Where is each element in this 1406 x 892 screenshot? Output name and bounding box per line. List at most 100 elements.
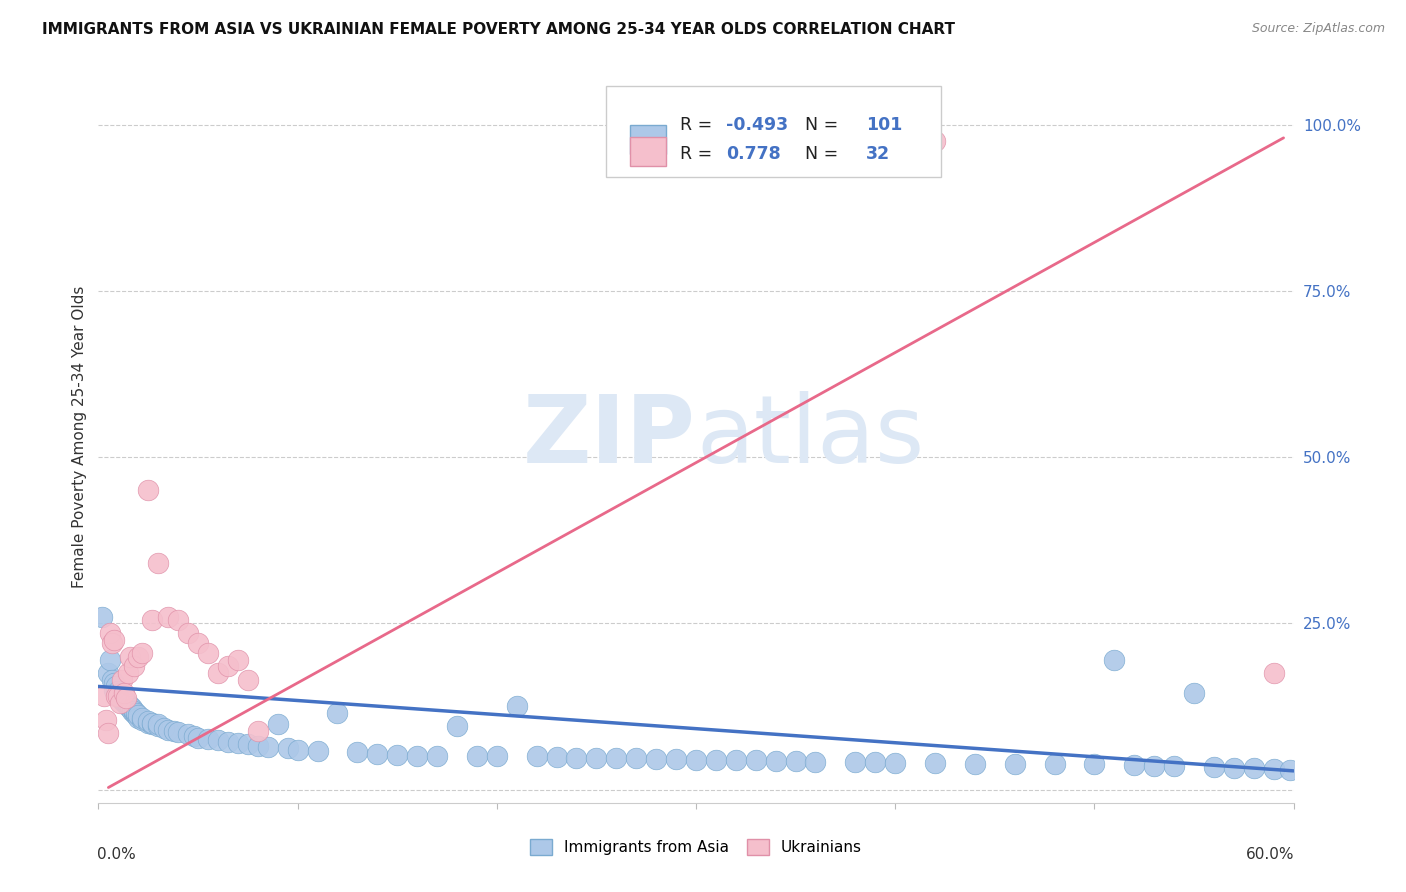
Point: [685, 753, 707, 767]
Point: [565, 750, 588, 764]
Point: [167, 725, 190, 739]
Point: [124, 706, 146, 720]
Point: [1143, 758, 1166, 772]
Point: [117, 666, 139, 681]
Point: [131, 713, 153, 727]
Point: [98, 626, 122, 640]
Point: [385, 747, 409, 762]
Point: [446, 719, 468, 733]
Point: [207, 733, 229, 747]
Point: [110, 690, 132, 704]
Text: 60.0%: 60.0%: [1246, 847, 1295, 862]
Point: [346, 745, 368, 759]
Point: [924, 134, 946, 148]
Point: [101, 673, 124, 687]
Point: [406, 749, 429, 764]
Point: [117, 698, 139, 712]
Point: [585, 750, 607, 764]
Point: [1104, 653, 1126, 667]
Point: [107, 690, 129, 704]
Point: [1123, 758, 1146, 772]
Point: [197, 646, 219, 660]
Point: [1043, 757, 1066, 772]
Point: [865, 756, 887, 770]
Text: N =: N =: [794, 145, 849, 163]
Point: [183, 729, 205, 743]
Point: [91, 609, 114, 624]
Point: [141, 717, 163, 731]
Legend: Immigrants from Asia, Ukrainians: Immigrants from Asia, Ukrainians: [524, 833, 868, 861]
Point: [120, 649, 142, 664]
Point: [125, 708, 148, 723]
Point: [326, 706, 349, 720]
Point: [804, 755, 827, 769]
Point: [167, 613, 190, 627]
Point: [136, 714, 159, 728]
Point: [844, 756, 866, 770]
Point: [124, 704, 146, 718]
Point: [1243, 761, 1265, 775]
Point: [105, 690, 128, 704]
Point: [785, 754, 807, 768]
Point: [127, 649, 149, 664]
Point: [103, 682, 125, 697]
Point: [924, 756, 946, 770]
Point: [124, 659, 146, 673]
Point: [217, 659, 239, 673]
Point: [131, 646, 153, 660]
Point: [246, 739, 269, 753]
Text: Source: ZipAtlas.com: Source: ZipAtlas.com: [1251, 22, 1385, 36]
FancyBboxPatch shape: [606, 86, 941, 178]
Point: [111, 690, 134, 704]
Point: [117, 699, 139, 714]
Point: [187, 731, 209, 745]
Point: [1163, 759, 1185, 773]
Point: [246, 723, 269, 738]
Point: [426, 749, 449, 764]
Point: [1278, 763, 1301, 777]
Point: [115, 690, 138, 705]
Text: atlas: atlas: [696, 391, 924, 483]
Point: [1223, 760, 1246, 774]
Point: [546, 750, 568, 764]
Point: [141, 613, 163, 627]
Point: [136, 483, 159, 498]
Point: [157, 723, 180, 737]
Text: R =: R =: [681, 116, 718, 134]
Point: [645, 752, 668, 766]
Point: [120, 701, 142, 715]
Point: [111, 692, 134, 706]
Point: [127, 708, 149, 723]
FancyBboxPatch shape: [630, 125, 666, 154]
Point: [177, 727, 200, 741]
Point: [103, 676, 125, 690]
Point: [125, 706, 148, 720]
Point: [103, 632, 125, 647]
Point: [884, 756, 907, 770]
Point: [121, 701, 143, 715]
Point: [1263, 666, 1285, 681]
Point: [107, 687, 129, 701]
Point: [236, 673, 259, 687]
Point: [665, 752, 688, 766]
Point: [127, 711, 149, 725]
Point: [605, 751, 627, 765]
Point: [724, 753, 747, 767]
Point: [207, 666, 229, 681]
Point: [465, 749, 488, 764]
Text: 101: 101: [866, 116, 903, 134]
Point: [506, 699, 529, 714]
Point: [153, 722, 176, 736]
Point: [115, 698, 138, 712]
Point: [157, 609, 180, 624]
Text: ZIP: ZIP: [523, 391, 696, 483]
Point: [96, 713, 118, 727]
Point: [97, 726, 120, 740]
Point: [148, 719, 170, 733]
Point: [366, 747, 388, 761]
Point: [485, 749, 508, 764]
Point: [197, 731, 219, 746]
Point: [963, 756, 986, 771]
Point: [131, 711, 153, 725]
Point: [115, 695, 138, 709]
